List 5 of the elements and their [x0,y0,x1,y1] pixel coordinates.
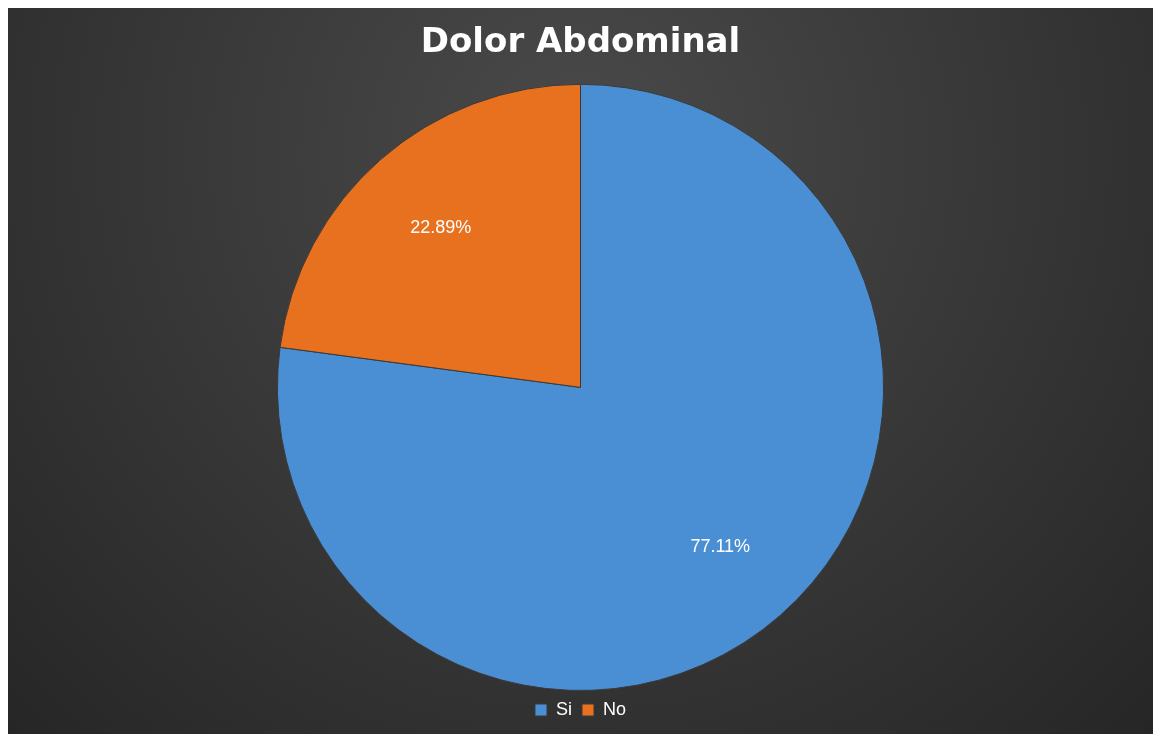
legend-label: No [603,698,627,719]
data-label: 77.11% [690,536,751,556]
chart-title: Dolor Abdominal [420,20,741,61]
data-label: 22.89% [410,216,472,237]
legend-label: Si [555,698,573,719]
